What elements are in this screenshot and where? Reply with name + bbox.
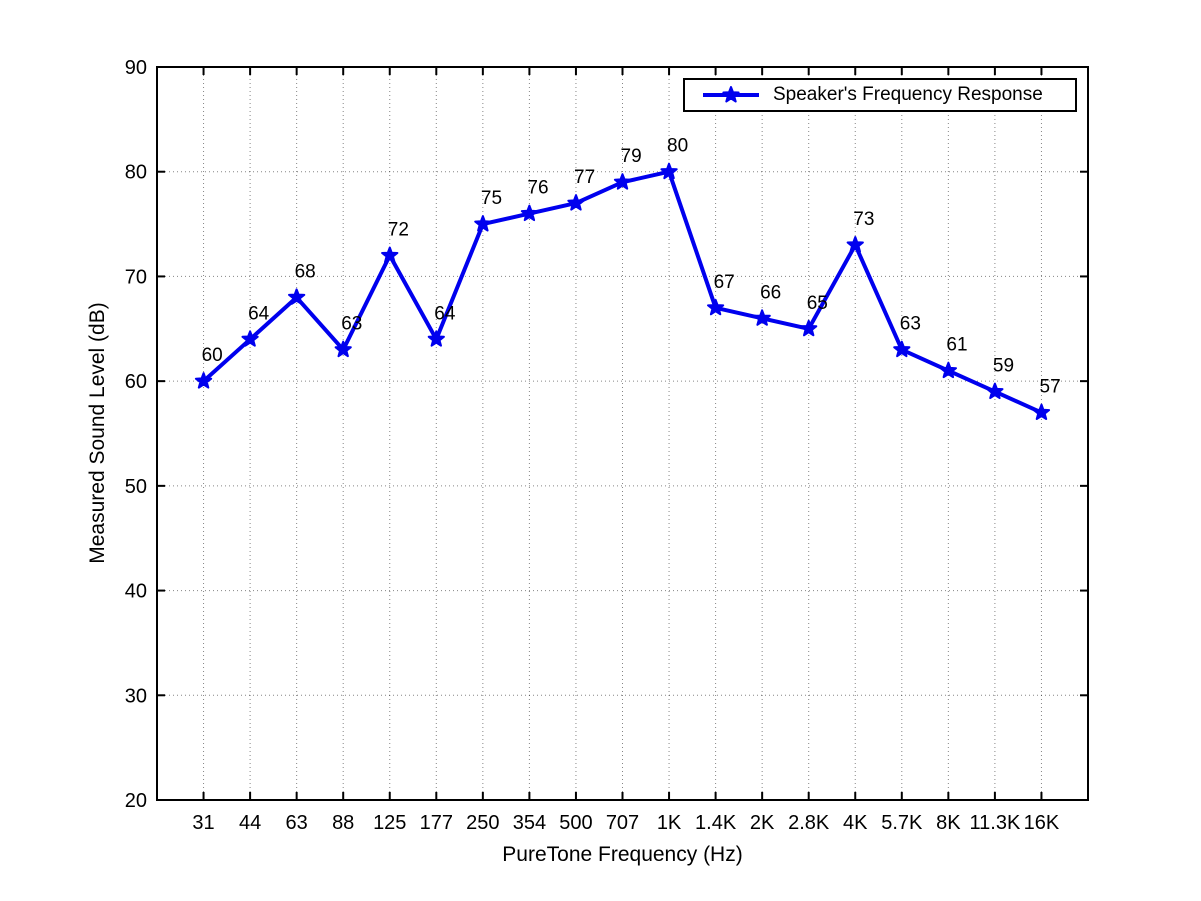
x-tick-label: 707 [606, 812, 639, 834]
data-point-marker [846, 236, 864, 253]
x-tick-label: 354 [513, 812, 546, 834]
x-tick-label: 63 [286, 812, 308, 834]
data-point-label: 66 [760, 282, 781, 303]
data-point-marker [939, 361, 957, 379]
x-tick-label: 44 [239, 812, 261, 834]
data-point-label: 75 [481, 188, 502, 209]
data-point-label: 59 [993, 356, 1014, 377]
data-point-label: 77 [574, 167, 595, 188]
y-tick-label: 70 [125, 266, 147, 288]
data-point-label: 61 [946, 335, 967, 356]
data-point-marker [613, 173, 632, 190]
x-tick-label: 88 [332, 812, 354, 834]
data-point-label: 72 [388, 220, 409, 241]
data-point-marker [241, 330, 259, 347]
x-axis-title: PureTone Frequency (Hz) [502, 843, 743, 866]
data-point-marker [288, 288, 306, 305]
y-tick-label: 90 [125, 57, 147, 79]
y-tick-label: 80 [125, 162, 147, 184]
legend: Speaker's Frequency Response [683, 78, 1077, 112]
x-tick-label: 8K [936, 812, 961, 834]
data-point-label: 79 [621, 146, 642, 167]
x-tick-label: 4K [843, 812, 868, 834]
y-tick-label: 30 [125, 685, 147, 707]
data-point-marker [427, 330, 445, 347]
data-point-marker [986, 382, 1004, 400]
data-point-marker [893, 340, 911, 358]
x-tick-label: 1K [657, 812, 682, 834]
data-point-marker [474, 215, 492, 232]
x-tick-label: 31 [192, 812, 214, 834]
y-tick-label: 50 [125, 476, 147, 498]
data-point-label: 80 [667, 136, 688, 157]
data-point-label: 63 [900, 314, 921, 335]
x-tick-label: 177 [420, 812, 453, 834]
y-tick-label: 20 [125, 790, 147, 812]
x-tick-label: 11.3K [970, 812, 1021, 834]
legend-label: Speaker's Frequency Response [773, 84, 1043, 105]
data-point-marker [334, 340, 352, 358]
x-tick-label: 5.7K [881, 812, 923, 834]
y-tick-label: 40 [125, 581, 147, 603]
data-point-label: 64 [248, 303, 270, 324]
data-point-marker [1032, 403, 1051, 420]
data-point-marker [381, 246, 399, 263]
data-point-label: 73 [853, 209, 874, 230]
data-point-marker [194, 372, 213, 389]
x-tick-label: 500 [559, 812, 592, 834]
data-point-label: 76 [527, 178, 548, 199]
data-point-label: 57 [1040, 377, 1061, 398]
data-point-label: 64 [434, 303, 456, 324]
x-tick-label: 250 [466, 812, 499, 834]
x-tick-label: 2K [750, 812, 775, 834]
data-point-label: 63 [341, 314, 362, 335]
x-tick-label: 1.4K [695, 812, 737, 834]
data-point-marker [753, 309, 771, 326]
x-tick-label: 2.8K [788, 812, 830, 834]
x-tick-label: 16K [1024, 812, 1060, 834]
data-point-label: 67 [714, 272, 735, 293]
data-point-marker [660, 162, 678, 180]
x-tick-label: 125 [373, 812, 406, 834]
data-point-label: 68 [295, 261, 316, 282]
data-point-marker [800, 319, 818, 337]
y-tick-label: 60 [125, 371, 147, 393]
data-point-label: 60 [202, 345, 223, 366]
data-point-marker [520, 204, 538, 222]
data-point-marker [707, 298, 725, 316]
data-point-marker [567, 194, 585, 211]
data-point-label: 65 [807, 293, 828, 314]
y-axis-title: Measured Sound Level (dB) [86, 302, 109, 564]
legend-line-sample-icon [703, 86, 759, 103]
